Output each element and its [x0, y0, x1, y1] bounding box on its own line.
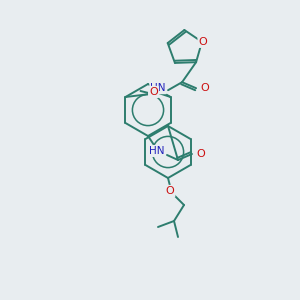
Text: HN: HN: [149, 146, 165, 156]
Text: O: O: [149, 87, 158, 97]
Text: HN: HN: [150, 83, 166, 93]
Text: O: O: [166, 186, 174, 196]
Text: O: O: [201, 83, 209, 93]
Text: O: O: [199, 37, 207, 47]
Text: O: O: [196, 149, 206, 159]
